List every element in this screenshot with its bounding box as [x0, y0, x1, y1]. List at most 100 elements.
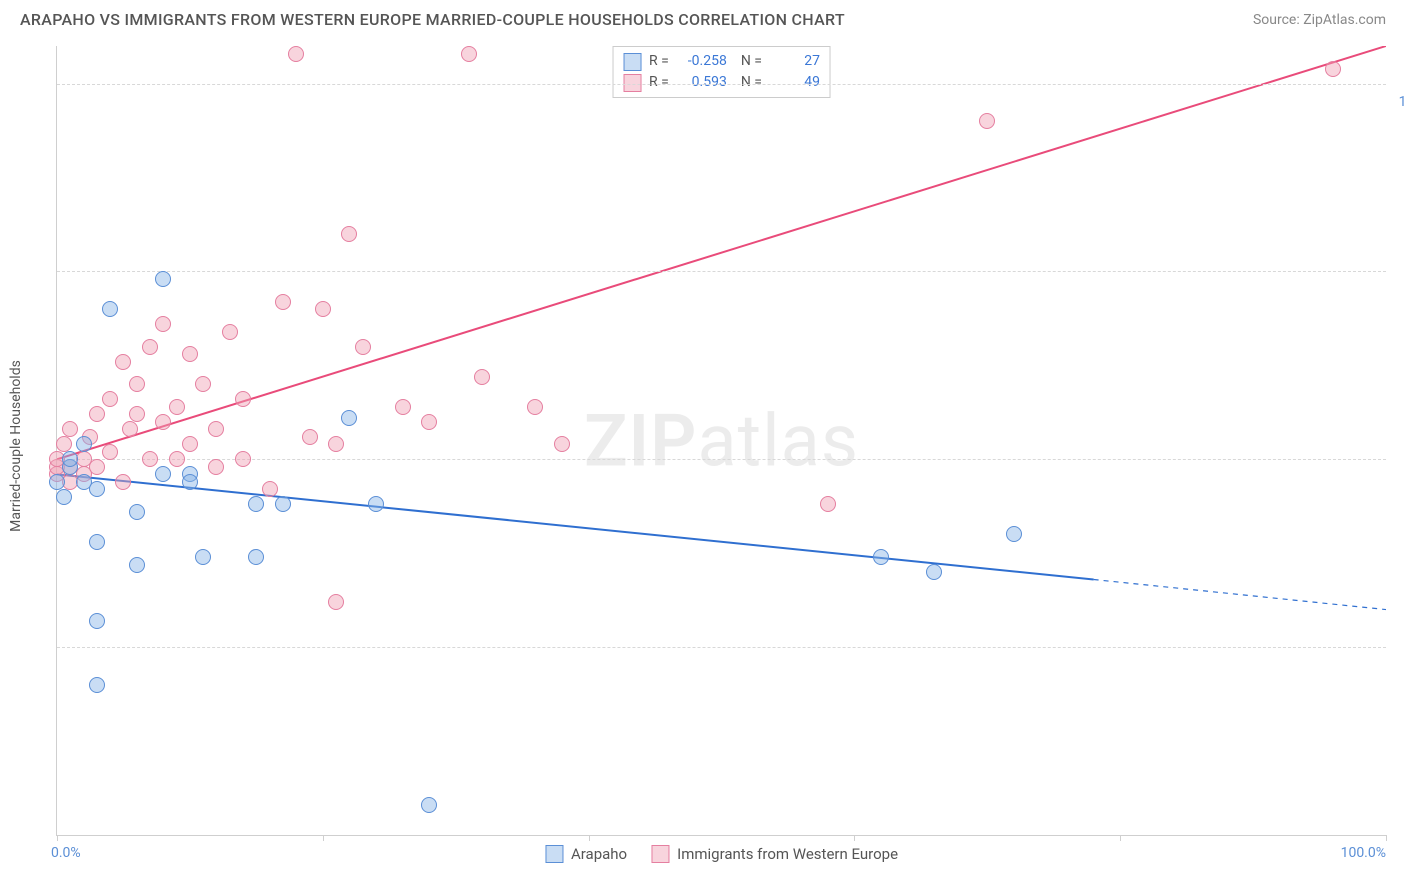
x-tick	[1120, 835, 1121, 841]
trend-lines-layer	[57, 46, 1386, 835]
stats-row-immigrants: R = 0.593 N = 49	[623, 72, 820, 93]
chart-plot-area: ZIPatlas R = -0.258 N = 27 R = 0.593 N =…	[56, 46, 1386, 836]
y-tick-label: 100.0%	[1390, 94, 1406, 110]
stats-row-arapaho: R = -0.258 N = 27	[623, 51, 820, 72]
r-label: R =	[649, 72, 669, 93]
chart-header: ARAPAHO VS IMMIGRANTS FROM WESTERN EUROP…	[0, 0, 1406, 35]
scatter-point	[288, 46, 304, 62]
n-label: N =	[741, 51, 762, 72]
scatter-point	[129, 504, 145, 520]
legend-item-immigrants: Immigrants from Western Europe	[651, 845, 898, 863]
scatter-point	[315, 301, 331, 317]
stats-legend-box: R = -0.258 N = 27 R = 0.593 N = 49	[612, 46, 831, 98]
x-tick-label: 100.0%	[1341, 845, 1386, 861]
scatter-point	[873, 549, 889, 565]
n-value-arapaho: 27	[770, 51, 820, 72]
scatter-point	[122, 421, 138, 437]
x-tick	[57, 835, 58, 841]
scatter-point	[341, 410, 357, 426]
scatter-point	[76, 436, 92, 452]
legend-label-arapaho: Arapaho	[571, 845, 627, 863]
scatter-point	[56, 436, 72, 452]
scatter-point	[182, 346, 198, 362]
scatter-point	[302, 429, 318, 445]
trend-line	[57, 46, 1386, 459]
scatter-point	[102, 444, 118, 460]
scatter-point	[461, 46, 477, 62]
scatter-point	[235, 451, 251, 467]
scatter-point	[142, 451, 158, 467]
swatch-immigrants	[623, 74, 641, 92]
scatter-point	[248, 496, 264, 512]
scatter-point	[56, 489, 72, 505]
scatter-point	[89, 534, 105, 550]
watermark-rest: atlas	[697, 398, 859, 483]
y-tick-label: 25.0%	[1390, 657, 1406, 673]
scatter-point	[248, 549, 264, 565]
trend-line	[57, 474, 1094, 579]
scatter-point	[979, 113, 995, 129]
scatter-point	[89, 406, 105, 422]
chart-title: ARAPAHO VS IMMIGRANTS FROM WESTERN EUROP…	[20, 10, 845, 29]
scatter-point	[421, 797, 437, 813]
n-value-immigrants: 49	[770, 72, 820, 93]
r-value-arapaho: -0.258	[677, 51, 727, 72]
scatter-point	[926, 564, 942, 580]
scatter-point	[89, 481, 105, 497]
scatter-point	[89, 613, 105, 629]
scatter-point	[474, 369, 490, 385]
scatter-point	[62, 421, 78, 437]
scatter-point	[155, 466, 171, 482]
scatter-point	[62, 451, 78, 467]
scatter-point	[129, 376, 145, 392]
legend-label-immigrants: Immigrants from Western Europe	[677, 845, 898, 863]
scatter-point	[169, 451, 185, 467]
scatter-point	[115, 474, 131, 490]
scatter-point	[328, 436, 344, 452]
scatter-point	[527, 399, 543, 415]
scatter-point	[275, 496, 291, 512]
legend-item-arapaho: Arapaho	[545, 845, 627, 863]
scatter-point	[235, 391, 251, 407]
y-axis-title: Married-couple Households	[8, 360, 24, 532]
scatter-point	[102, 301, 118, 317]
watermark: ZIPatlas	[584, 398, 859, 483]
x-tick	[1386, 835, 1387, 841]
gridline	[57, 459, 1386, 460]
scatter-point	[115, 354, 131, 370]
scatter-point	[169, 399, 185, 415]
legend-swatch-arapaho	[545, 845, 563, 863]
scatter-point	[262, 481, 278, 497]
scatter-point	[222, 324, 238, 340]
trend-line-dash	[1094, 580, 1386, 610]
x-tick	[854, 835, 855, 841]
x-tick	[589, 835, 590, 841]
scatter-point	[49, 474, 65, 490]
scatter-point	[89, 677, 105, 693]
gridline	[57, 647, 1386, 648]
scatter-point	[341, 226, 357, 242]
scatter-point	[208, 421, 224, 437]
scatter-point	[195, 376, 211, 392]
legend-swatch-immigrants	[651, 845, 669, 863]
scatter-point	[208, 459, 224, 475]
scatter-point	[155, 414, 171, 430]
scatter-point	[155, 316, 171, 332]
scatter-point	[89, 459, 105, 475]
scatter-point	[142, 339, 158, 355]
scatter-point	[1325, 61, 1341, 77]
scatter-point	[395, 399, 411, 415]
scatter-point	[368, 496, 384, 512]
scatter-point	[195, 549, 211, 565]
scatter-point	[182, 436, 198, 452]
scatter-point	[129, 557, 145, 573]
scatter-point	[155, 271, 171, 287]
source-label: Source: ZipAtlas.com	[1253, 12, 1386, 28]
scatter-point	[102, 391, 118, 407]
x-tick-label: 0.0%	[51, 845, 81, 861]
swatch-arapaho	[623, 53, 641, 71]
scatter-point	[1006, 526, 1022, 542]
scatter-point	[328, 594, 344, 610]
x-tick	[323, 835, 324, 841]
scatter-point	[554, 436, 570, 452]
